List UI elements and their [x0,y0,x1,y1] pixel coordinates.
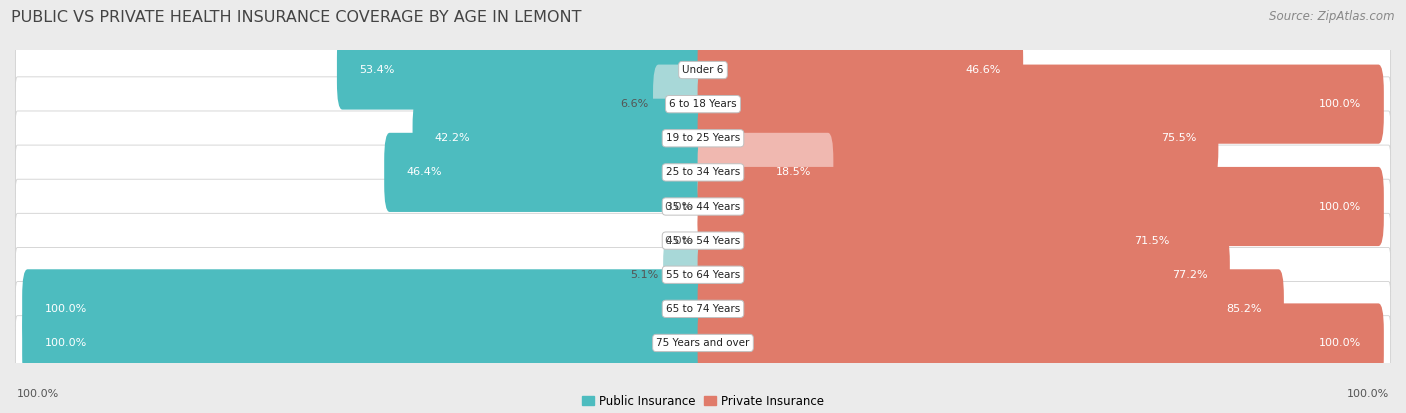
Text: 71.5%: 71.5% [1133,236,1168,246]
FancyBboxPatch shape [15,247,1391,302]
Text: 42.2%: 42.2% [434,133,471,143]
FancyBboxPatch shape [697,304,1384,382]
FancyBboxPatch shape [337,31,709,109]
FancyBboxPatch shape [697,235,1230,314]
FancyBboxPatch shape [15,145,1391,199]
Text: 100.0%: 100.0% [1319,99,1361,109]
Text: 46.6%: 46.6% [966,65,1001,75]
Text: 6.6%: 6.6% [620,99,648,109]
Text: 65 to 74 Years: 65 to 74 Years [666,304,740,314]
Text: 85.2%: 85.2% [1226,304,1261,314]
FancyBboxPatch shape [22,304,709,382]
Text: 100.0%: 100.0% [1319,338,1361,348]
FancyBboxPatch shape [412,99,709,178]
Text: 19 to 25 Years: 19 to 25 Years [666,133,740,143]
FancyBboxPatch shape [22,269,709,349]
Text: 75 Years and over: 75 Years and over [657,338,749,348]
FancyBboxPatch shape [15,282,1391,336]
FancyBboxPatch shape [697,201,1191,280]
Text: Under 6: Under 6 [682,65,724,75]
FancyBboxPatch shape [697,167,1384,246]
FancyBboxPatch shape [15,179,1391,234]
FancyBboxPatch shape [697,269,1284,349]
Text: 35 to 44 Years: 35 to 44 Years [666,202,740,211]
Text: 100.0%: 100.0% [1319,202,1361,211]
Text: 25 to 34 Years: 25 to 34 Years [666,167,740,177]
FancyBboxPatch shape [384,133,709,212]
FancyBboxPatch shape [664,235,709,314]
Text: 0.0%: 0.0% [665,236,693,246]
Text: 45 to 54 Years: 45 to 54 Years [666,236,740,246]
Text: 55 to 64 Years: 55 to 64 Years [666,270,740,280]
Text: 100.0%: 100.0% [17,389,59,399]
Text: 18.5%: 18.5% [776,167,811,177]
Text: 100.0%: 100.0% [45,338,87,348]
FancyBboxPatch shape [15,316,1391,370]
FancyBboxPatch shape [652,64,709,144]
Text: PUBLIC VS PRIVATE HEALTH INSURANCE COVERAGE BY AGE IN LEMONT: PUBLIC VS PRIVATE HEALTH INSURANCE COVER… [11,10,582,25]
Text: 53.4%: 53.4% [359,65,395,75]
FancyBboxPatch shape [697,133,834,212]
FancyBboxPatch shape [15,43,1391,97]
FancyBboxPatch shape [15,111,1391,166]
Text: 5.1%: 5.1% [630,270,658,280]
Text: 100.0%: 100.0% [45,304,87,314]
FancyBboxPatch shape [15,214,1391,268]
Text: Source: ZipAtlas.com: Source: ZipAtlas.com [1270,10,1395,23]
Text: 46.4%: 46.4% [406,167,441,177]
Text: 6 to 18 Years: 6 to 18 Years [669,99,737,109]
Text: 100.0%: 100.0% [1347,389,1389,399]
FancyBboxPatch shape [697,99,1219,178]
Text: 77.2%: 77.2% [1173,270,1208,280]
Text: 0.0%: 0.0% [665,202,693,211]
FancyBboxPatch shape [15,77,1391,131]
Legend: Public Insurance, Private Insurance: Public Insurance, Private Insurance [582,395,824,408]
Text: 75.5%: 75.5% [1161,133,1197,143]
FancyBboxPatch shape [697,31,1024,109]
FancyBboxPatch shape [697,64,1384,144]
